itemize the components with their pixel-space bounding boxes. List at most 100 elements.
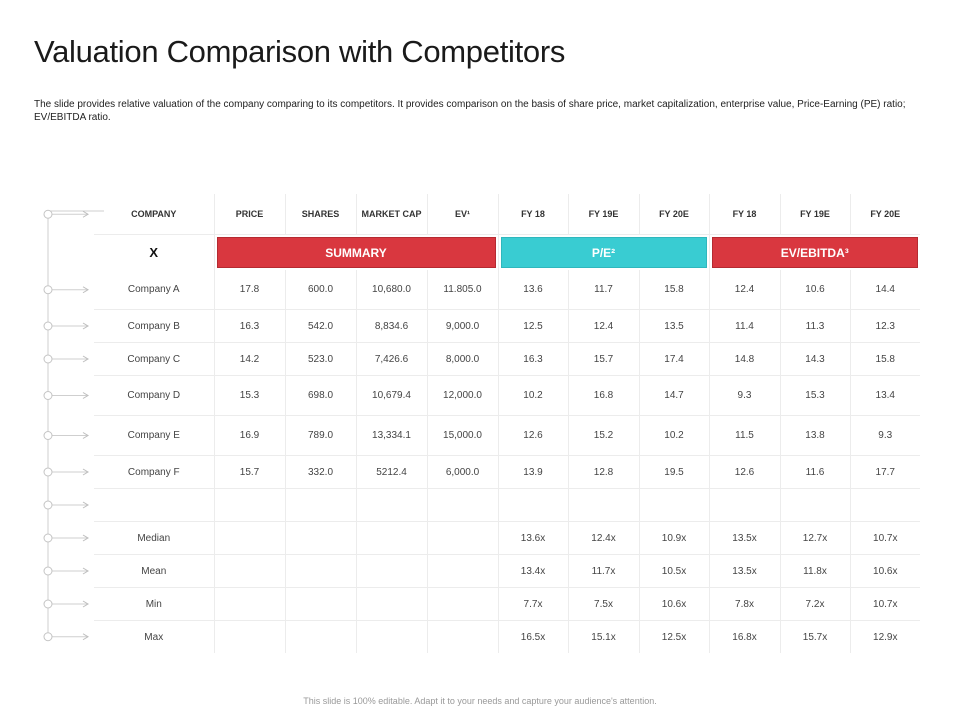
column-header: EV¹ [427,194,499,235]
table-cell: 13.4 [850,375,920,416]
table-cell: 7.7x [498,587,569,621]
table-cell: 16.3 [498,342,569,376]
table-cell: 15.7 [568,342,640,376]
arrow-icon [82,600,89,608]
table-cell [427,554,499,588]
table-cell: 600.0 [285,270,357,310]
table-cell: 14.8 [709,342,781,376]
table-cell [285,521,357,555]
table-cell: 12.4 [568,309,640,343]
table-cell [285,587,357,621]
table-cell [356,587,428,621]
row-label-cell: Min [94,587,215,621]
table-row: Median 13.6x 12.4x 10.9x 13.5x 12.7x 10.7x [94,521,920,555]
table-cell: 12.7x [780,521,851,555]
table-cell: 17.4 [639,342,710,376]
table-cell [427,521,499,555]
table-cell [285,620,357,653]
table-cell: 12.6 [709,455,781,489]
column-header: SHARES [285,194,357,235]
table-row [94,488,920,522]
table-cell: 16.3 [214,309,286,343]
node-dot-icon [43,431,53,440]
arrow-icon [82,286,89,294]
table-cell: 13.6 [498,270,569,310]
table-cell: 11.3 [780,309,851,343]
table-cell: 16.8 [568,375,640,416]
table-cell: 542.0 [285,309,357,343]
table-cell: 17.8 [214,270,286,310]
column-header: FY 20E [850,194,920,235]
arrow-icon [82,210,89,218]
table-row: Max 16.5x 15.1x 12.5x 16.8x 15.7x 12.9x [94,620,920,653]
node-dot-icon [43,632,53,642]
node-dot-icon [43,599,53,609]
table-cell [427,620,499,653]
table-cell [498,488,569,522]
table-row: Company A 17.8 600.0 10,680.0 11.805.0 13.6 11… [94,270,920,310]
table-cell [214,620,286,653]
row-label-cell: Max [94,620,215,653]
table-cell: 12.3 [850,309,920,343]
table-cell: 15.3 [214,375,286,416]
row-label-cell: Company A [94,270,215,310]
table-cell: 12.5 [498,309,569,343]
corner-label: X [94,234,215,270]
arrow-icon [82,432,89,439]
node-dot-icon [43,321,53,331]
table-cell: 13.4x [498,554,569,588]
table-cell: 15.1x [568,620,640,653]
table-cell: 15,000.0 [427,415,499,456]
node-dot-icon [43,566,53,576]
table-cell: 19.5 [639,455,710,489]
table-cell: 14.3 [780,342,851,376]
table-cell: 10.5x [639,554,710,588]
table-cell [427,587,499,621]
table-cell [285,554,357,588]
table-cell: 10.7x [850,521,920,555]
table-cell [214,488,286,522]
table-cell: 12,000.0 [427,375,499,416]
table-cell: 13,334.1 [356,415,428,456]
table-cell: 13.5x [709,521,781,555]
column-header: FY 18 [709,194,781,235]
table-row: Company C 14.2 523.0 7,426.6 8,000.0 16.3 15.7… [94,342,920,376]
table-cell: 698.0 [285,375,357,416]
node-dot-icon [43,391,53,400]
table-cell: 789.0 [285,415,357,456]
table-cell: 10.9x [639,521,710,555]
table-cell: 15.7x [780,620,851,653]
column-header: FY 19E [568,194,640,235]
table-cell: 12.4 [709,270,781,310]
table-cell [214,554,286,588]
table-cell: 11.7x [568,554,640,588]
table-cell: 9.3 [709,375,781,416]
slide-description: The slide provides relative valuation of… [34,99,906,123]
table-cell: 9,000.0 [427,309,499,343]
row-label-cell: Company B [94,309,215,343]
table-cell [285,488,357,522]
row-label-cell: Mean [94,554,215,588]
node-dot-icon [43,354,53,364]
table-cell [356,554,428,588]
table-cell: 11.4 [709,309,781,343]
table-cell: 11.5 [709,415,781,456]
table-cell: 10,680.0 [356,270,428,310]
table-cell: 12.5x [639,620,710,653]
table-cell: 12.9x [873,631,898,643]
pe-group-header: P/E² [498,234,710,270]
table-cell: 7.2x [780,587,851,621]
table-cell: 11.7 [568,270,640,310]
table-cell: 10.6 [780,270,851,310]
arrow-icon [82,534,89,542]
table-cell [780,488,851,522]
column-header: PRICE [214,194,286,235]
table-cell: 13.5x [709,554,781,588]
table-row: Company E 16.9 789.0 13,334.1 15,000.0 12.6 15… [94,415,920,456]
table-cell: 16.8x [709,620,781,653]
arrow-icon [82,633,89,641]
table-cell: 15.8 [639,270,710,310]
table-cell: 332.0 [285,455,357,489]
node-dot-icon [43,209,53,219]
column-header: FY 20E [639,194,710,235]
